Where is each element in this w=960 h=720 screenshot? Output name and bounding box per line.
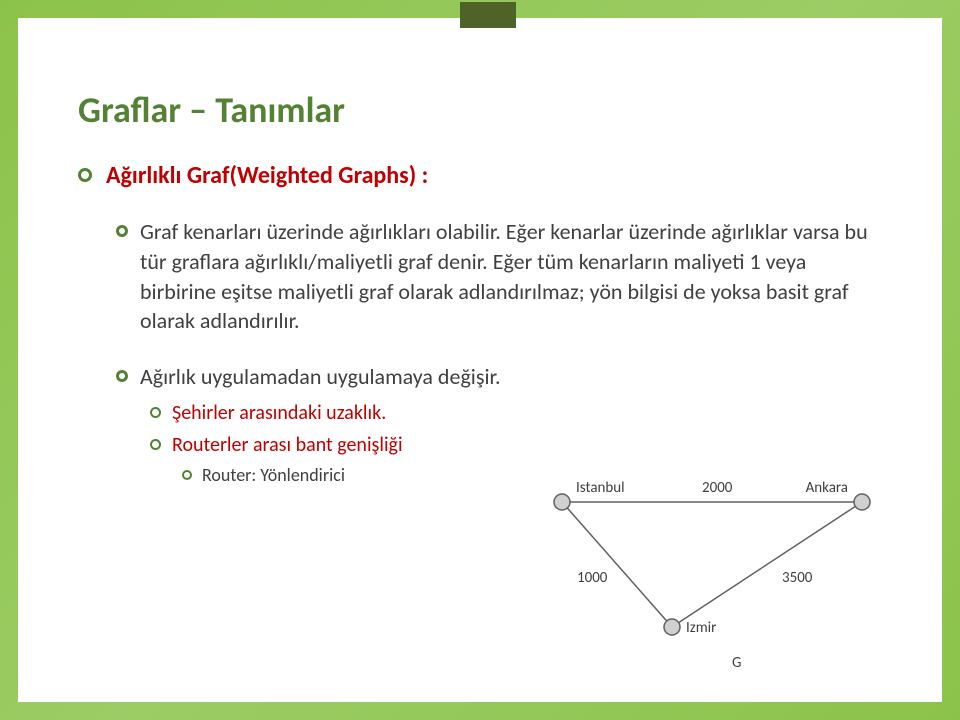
bullet-para2: Ağırlık uygulamadan uygulamaya değişir. bbox=[116, 362, 882, 392]
bullet-sub2: Routerler arası bant genişliği bbox=[150, 432, 882, 458]
bullet-sub1-text: Şehirler arasındaki uzaklık. bbox=[172, 400, 386, 426]
graph-node bbox=[664, 619, 680, 635]
graph-edge-weight: 1000 bbox=[577, 569, 608, 587]
bullet-para2-text: Ağırlık uygulamadan uygulamaya değişir. bbox=[140, 362, 501, 392]
bullet-para1-text: Graf kenarları üzerinde ağırlıkları olab… bbox=[140, 217, 882, 336]
bullet-heading: Ağırlıklı Graf(Weighted Graphs) : bbox=[78, 160, 882, 191]
graph-node bbox=[554, 494, 570, 510]
graph-node-label: Izmir bbox=[686, 619, 716, 637]
bullet-marker-icon bbox=[116, 225, 128, 237]
graph-node-label: Ankara bbox=[806, 479, 848, 497]
graph-node bbox=[854, 494, 870, 510]
weighted-graph-diagram: 2000 1000 3500 Istanbul Ankara Izmir G bbox=[522, 472, 902, 672]
bullet-sub2a-text: Router: Yönlendirici bbox=[202, 464, 345, 487]
graph-edge bbox=[562, 502, 672, 627]
graph-edge-weight: 3500 bbox=[782, 569, 813, 587]
graph-node-label: Istanbul bbox=[576, 479, 625, 497]
graph-svg: 2000 1000 3500 Istanbul Ankara Izmir G bbox=[522, 472, 902, 672]
bullet-heading-text: Ağırlıklı Graf(Weighted Graphs) : bbox=[106, 160, 428, 191]
graph-edge-weight: 2000 bbox=[702, 479, 733, 497]
bullet-marker-icon bbox=[150, 439, 161, 450]
slide-inner: Graflar – Tanımlar Ağırlıklı Graf(Weight… bbox=[28, 28, 932, 692]
bullet-marker-icon bbox=[150, 407, 161, 418]
slide-title: Graflar – Tanımlar bbox=[78, 88, 882, 132]
graph-caption: G bbox=[732, 654, 741, 672]
bullet-marker-icon bbox=[78, 168, 92, 182]
content-area: Graflar – Tanımlar Ağırlıklı Graf(Weight… bbox=[78, 88, 882, 491]
bullet-marker-icon bbox=[116, 370, 128, 382]
graph-edge bbox=[672, 502, 862, 627]
bullet-para1: Graf kenarları üzerinde ağırlıkları olab… bbox=[116, 217, 882, 336]
bullet-sub1: Şehirler arasındaki uzaklık. bbox=[150, 400, 882, 426]
bullet-marker-icon bbox=[182, 470, 192, 480]
bullet-sub2-text: Routerler arası bant genişliği bbox=[172, 432, 403, 458]
slide-frame: 11 Graflar – Tanımlar Ağırlıklı Graf(Wei… bbox=[18, 18, 942, 702]
